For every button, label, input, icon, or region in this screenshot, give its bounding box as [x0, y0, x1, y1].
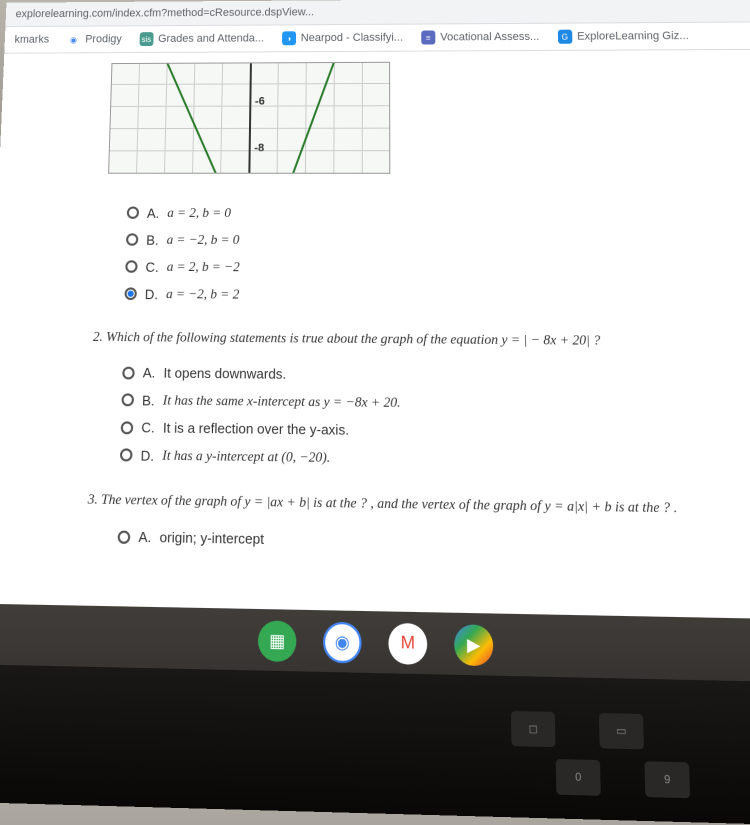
play-icon[interactable]: ▶: [454, 624, 493, 666]
key-icon: ◻: [511, 711, 556, 747]
prodigy-icon: ◉: [66, 33, 80, 47]
gmail-icon[interactable]: M: [388, 623, 427, 665]
key-icon: ▭: [599, 713, 644, 749]
bookmark-prodigy[interactable]: ◉ Prodigy: [66, 32, 122, 46]
classroom-icon[interactable]: ▦: [258, 620, 297, 662]
choice-letter: A.: [138, 529, 151, 546]
q1-choice-d[interactable]: D. a = −2, b = 2: [124, 285, 737, 305]
choice-letter: B.: [142, 392, 155, 408]
graph-line-1: [154, 62, 236, 174]
choice-text: origin; y-intercept: [159, 529, 264, 547]
q2-prompt-text: 2. Which of the following statements is …: [93, 328, 601, 348]
choice-letter: B.: [146, 232, 159, 248]
grades-icon: sis: [139, 32, 153, 46]
bookmark-nearpod[interactable]: ◑ Nearpod - Classifyi...: [282, 31, 403, 46]
choice-letter: C.: [145, 259, 159, 275]
q3-prompt-text: 3. The vertex of the graph of y = |ax + …: [88, 490, 678, 515]
radio-icon: [127, 206, 139, 218]
radio-icon: [125, 260, 137, 273]
bookmark-label: Grades and Attenda...: [158, 32, 264, 45]
bookmarks-label: kmarks: [14, 34, 49, 46]
bookmark-grades[interactable]: sis Grades and Attenda...: [139, 31, 264, 46]
q2-choices: A. It opens downwards. B. It has the sam…: [120, 364, 744, 471]
q1-choice-a[interactable]: A. a = 2, b = 0: [127, 204, 734, 222]
main-content: -6 -8 A. a = 2, b = 0 B. a = −2, b = 0 C…: [0, 50, 750, 619]
choice-letter: D.: [140, 447, 154, 463]
q2-choice-c[interactable]: C. It is a reflection over the y-axis.: [121, 419, 743, 442]
keyboard: ◻ ▭ 0 9: [0, 664, 750, 825]
explorelearning-icon: G: [558, 30, 573, 44]
graph: -6 -8: [108, 62, 390, 174]
q2-choice-d[interactable]: D. It has a y-intercept at (0, −20).: [120, 446, 744, 471]
q3-choices: A. origin; y-intercept: [118, 528, 748, 555]
bookmark-label: Prodigy: [85, 33, 122, 45]
choice-text: a = 2, b = 0: [167, 205, 231, 222]
q3-choice-a[interactable]: A. origin; y-intercept: [118, 528, 748, 555]
radio-icon: [118, 530, 131, 543]
q1-choices: A. a = 2, b = 0 B. a = −2, b = 0 C. a = …: [124, 204, 737, 305]
chrome-icon[interactable]: ◉: [323, 622, 362, 664]
key-0: 0: [556, 759, 601, 796]
choice-text: It has the same x-intercept as y = −8x +…: [163, 392, 401, 412]
bookmark-label: Nearpod - Classifyi...: [301, 32, 403, 45]
q3-prompt: 3. The vertex of the graph of y = |ax + …: [88, 490, 747, 517]
q2-choice-a[interactable]: A. It opens downwards.: [122, 364, 741, 386]
y-axis: [248, 63, 252, 172]
choice-text: It has a y-intercept at (0, −20).: [162, 447, 330, 467]
choice-letter: D.: [145, 286, 159, 302]
q1-choice-c[interactable]: C. a = 2, b = −2: [125, 258, 736, 278]
choice-text: a = −2, b = 2: [166, 286, 239, 303]
choice-letter: C.: [141, 419, 155, 435]
radio-icon-selected: [124, 287, 136, 300]
q1-choice-b[interactable]: B. a = −2, b = 0: [126, 231, 735, 250]
url-text: explorelearning.com/index.cfm?method=cRe…: [15, 6, 314, 20]
key-9: 9: [644, 761, 690, 798]
radio-icon: [120, 448, 133, 461]
vocational-icon: ≡: [421, 30, 435, 44]
bookmark-label: ExploreLearning Giz...: [577, 30, 689, 43]
radio-icon: [122, 366, 135, 379]
q2-prompt: 2. Which of the following statements is …: [93, 328, 739, 350]
axis-label-neg6: -6: [255, 95, 265, 107]
q2-choice-b[interactable]: B. It has the same x-intercept as y = −8…: [121, 391, 741, 415]
bookmark-label: Vocational Assess...: [440, 31, 539, 44]
choice-letter: A.: [147, 205, 160, 220]
choice-letter: A.: [143, 365, 156, 381]
nearpod-icon: ◑: [282, 31, 296, 45]
radio-icon: [121, 393, 134, 406]
bookmark-vocational[interactable]: ≡ Vocational Assess...: [421, 30, 539, 45]
choice-text: a = −2, b = 0: [167, 231, 240, 248]
radio-icon: [126, 233, 138, 245]
choice-text: a = 2, b = −2: [167, 258, 240, 275]
radio-icon: [121, 421, 134, 434]
chromeos-shelf: ▦ ◉ M ▶: [236, 611, 515, 676]
bookmarks-bar: kmarks ◉ Prodigy sis Grades and Attenda.…: [4, 22, 750, 53]
choice-text: It opens downwards.: [163, 365, 286, 382]
graph-line-2: [275, 62, 347, 174]
choice-text: It is a reflection over the y-axis.: [163, 420, 349, 438]
bookmark-explorelearning[interactable]: G ExploreLearning Giz...: [558, 29, 689, 44]
axis-label-neg8: -8: [254, 142, 264, 154]
